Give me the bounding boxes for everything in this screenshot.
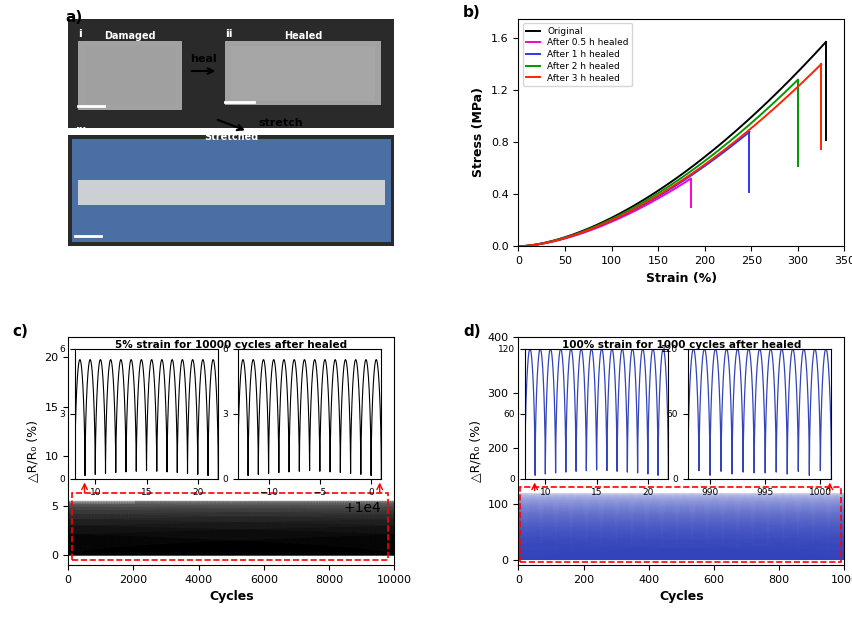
After 2 h healed bbox=[679, 172, 689, 179]
Bar bbox=[78, 42, 182, 110]
Text: ii: ii bbox=[225, 29, 232, 39]
After 2 h healed bbox=[785, 83, 795, 90]
Bar bbox=[68, 135, 394, 247]
After 3 h healed bbox=[808, 68, 818, 75]
Original bbox=[820, 39, 830, 46]
Bar bbox=[78, 180, 384, 206]
X-axis label: Cycles: Cycles bbox=[659, 591, 703, 604]
Bar bbox=[520, 487, 840, 563]
After 2 h healed bbox=[645, 194, 655, 201]
After 0.5 h healed bbox=[685, 175, 695, 183]
After 1 h healed bbox=[622, 209, 632, 217]
Y-axis label: Stress (MPa): Stress (MPa) bbox=[472, 88, 485, 178]
After 1 h healed bbox=[650, 194, 660, 201]
After 0.5 h healed bbox=[513, 243, 523, 250]
After 1 h healed bbox=[513, 243, 523, 250]
After 3 h healed bbox=[693, 165, 703, 173]
Text: Stretched: Stretched bbox=[204, 132, 258, 142]
Original bbox=[513, 243, 523, 250]
After 3 h healed bbox=[815, 60, 826, 68]
After 1 h healed bbox=[624, 209, 634, 216]
After 2 h healed bbox=[647, 193, 657, 201]
Text: stretch: stretch bbox=[257, 117, 302, 128]
Line: After 3 h healed: After 3 h healed bbox=[518, 64, 820, 247]
After 0.5 h healed bbox=[615, 214, 625, 221]
After 2 h healed bbox=[792, 76, 802, 83]
Y-axis label: △R/R₀ (%): △R/R₀ (%) bbox=[26, 420, 39, 483]
Text: 100% strain for 1000 cycles after healed: 100% strain for 1000 cycles after healed bbox=[561, 340, 800, 350]
After 2 h healed bbox=[664, 182, 674, 189]
Line: After 1 h healed: After 1 h healed bbox=[518, 132, 749, 247]
Line: After 2 h healed: After 2 h healed bbox=[518, 79, 797, 247]
After 3 h healed bbox=[513, 243, 523, 250]
Bar bbox=[68, 19, 394, 128]
Bar bbox=[225, 42, 381, 105]
Text: Damaged: Damaged bbox=[104, 32, 156, 42]
Bar bbox=[84, 46, 176, 105]
After 3 h healed bbox=[658, 188, 668, 196]
After 0.5 h healed bbox=[681, 178, 691, 185]
Legend: Original, After 0.5 h healed, After 1 h healed, After 2 h healed, After 3 h heal: Original, After 0.5 h healed, After 1 h … bbox=[522, 23, 631, 86]
Text: iii: iii bbox=[75, 127, 86, 137]
Line: Original: Original bbox=[518, 42, 825, 247]
After 0.5 h healed bbox=[606, 218, 616, 225]
After 2 h healed bbox=[741, 123, 751, 130]
After 3 h healed bbox=[656, 189, 666, 197]
Original bbox=[660, 181, 671, 189]
Original bbox=[812, 47, 822, 54]
Text: heal: heal bbox=[190, 54, 216, 64]
After 1 h healed bbox=[702, 160, 712, 168]
Original bbox=[764, 96, 774, 103]
Y-axis label: △R/R₀ (%): △R/R₀ (%) bbox=[469, 420, 481, 483]
Text: c): c) bbox=[13, 324, 29, 338]
Text: Healed: Healed bbox=[284, 32, 322, 42]
Original bbox=[659, 183, 669, 190]
Text: 5% strain for 10000 cycles after healed: 5% strain for 10000 cycles after healed bbox=[115, 340, 347, 350]
After 0.5 h healed bbox=[595, 223, 605, 230]
Text: i: i bbox=[78, 29, 82, 39]
Text: a): a) bbox=[65, 9, 82, 24]
After 2 h healed bbox=[513, 243, 523, 250]
Text: b): b) bbox=[463, 5, 480, 20]
X-axis label: Cycles: Cycles bbox=[209, 591, 253, 604]
Bar bbox=[72, 139, 391, 242]
After 3 h healed bbox=[676, 176, 687, 184]
Original bbox=[695, 156, 705, 163]
X-axis label: Strain (%): Strain (%) bbox=[645, 271, 717, 284]
After 1 h healed bbox=[744, 128, 754, 135]
After 0.5 h healed bbox=[653, 194, 664, 201]
Text: d): d) bbox=[463, 324, 480, 338]
After 1 h healed bbox=[738, 133, 748, 140]
After 1 h healed bbox=[637, 201, 648, 209]
Original bbox=[679, 168, 689, 176]
Bar bbox=[231, 46, 374, 101]
Bar bbox=[72, 493, 388, 560]
Line: After 0.5 h healed: After 0.5 h healed bbox=[518, 179, 690, 247]
After 0.5 h healed bbox=[596, 222, 606, 230]
After 3 h healed bbox=[761, 111, 771, 119]
